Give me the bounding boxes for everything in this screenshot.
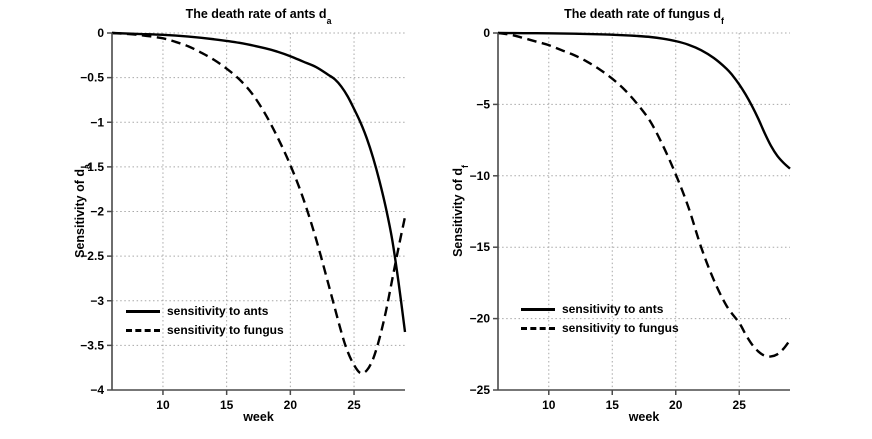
y-tick-label: −15 <box>470 240 491 254</box>
y-tick-label: −3 <box>90 294 104 308</box>
series-curve-dashed <box>497 31 791 358</box>
y-tick-label: −1 <box>90 115 104 129</box>
ants-chart-title-subscript: a <box>326 15 332 26</box>
y-tick-label: −2 <box>90 205 104 219</box>
fungus-chart-title: The death rate of fungus df <box>498 7 790 26</box>
x-tick-label: 15 <box>220 398 234 412</box>
ants-chart-plot: 10 15 20 25 0 −0.5 −1 −1.5 −2 −2.5 −3 −3.5 −4 <box>80 26 407 412</box>
legend-label: sensitivity to ants <box>167 304 269 318</box>
y-tick-label: −25 <box>470 383 491 397</box>
fungus-chart-title-text: The death rate of fungus d <box>564 7 722 21</box>
y-tick-label: −4 <box>90 383 104 397</box>
x-tick-label: 15 <box>606 398 620 412</box>
fungus-chart-plot: 10 15 20 25 0 −5 −10 −15 −20 −25 <box>470 26 791 412</box>
ants-chart-ylabel-subscript: a <box>81 164 92 169</box>
solid-line-sample-icon <box>521 307 555 311</box>
y-tick-label: −20 <box>470 312 491 326</box>
legend-label: sensitivity to fungus <box>562 321 679 335</box>
series-curve-solid <box>111 31 407 333</box>
fungus-chart-title-subscript: f <box>721 15 724 26</box>
y-tick-label: −2.5 <box>80 249 104 263</box>
x-tick-label: 20 <box>284 398 298 412</box>
fungus-chart-ylabel-text: Sensitivity of d <box>450 168 465 257</box>
y-tick-label: 0 <box>97 26 104 40</box>
legend-item-fungus: sensitivity to fungus <box>521 320 679 336</box>
ants-chart-legend: sensitivity to ants sensitivity to fungu… <box>126 303 284 338</box>
legend-label: sensitivity to ants <box>562 302 664 316</box>
legend-item-fungus: sensitivity to fungus <box>126 322 284 338</box>
y-tick-label: −10 <box>470 169 491 183</box>
ants-chart-title: The death rate of ants da <box>112 7 405 26</box>
solid-line-sample-icon <box>126 309 160 313</box>
y-tick-label: −1.5 <box>80 160 104 174</box>
x-tick-label: 25 <box>347 398 361 412</box>
legend-item-ants: sensitivity to ants <box>521 301 679 317</box>
legend-item-ants: sensitivity to ants <box>126 303 284 319</box>
fungus-chart-legend: sensitivity to ants sensitivity to fungu… <box>521 301 679 336</box>
dashed-line-sample-icon <box>521 326 555 330</box>
legend-label: sensitivity to fungus <box>167 323 284 337</box>
fungus-chart-xlabel: week <box>628 410 660 424</box>
y-tick-label: −0.5 <box>80 71 104 85</box>
ants-chart-ylabel-text: Sensitivity of d <box>72 168 87 258</box>
dashed-line-sample-icon <box>126 328 160 332</box>
ants-chart-title-text: The death rate of ants d <box>185 7 327 21</box>
x-tick-label: 20 <box>669 398 683 412</box>
ants-chart-ylabel: Sensitivity of da <box>72 164 92 258</box>
series-curve-solid <box>497 31 791 170</box>
fungus-chart-ylabel: Sensitivity of df <box>450 165 470 257</box>
y-tick-label: −3.5 <box>80 338 104 352</box>
fungus-chart-ylabel-subscript: f <box>459 165 470 169</box>
y-tick-label: −5 <box>476 97 490 111</box>
y-tick-label: 0 <box>483 26 490 40</box>
x-tick-label: 10 <box>542 398 556 412</box>
x-tick-label: 10 <box>156 398 170 412</box>
ants-chart-xlabel: week <box>243 410 274 424</box>
series-curve-dashed <box>111 31 407 375</box>
x-tick-label: 25 <box>733 398 747 412</box>
